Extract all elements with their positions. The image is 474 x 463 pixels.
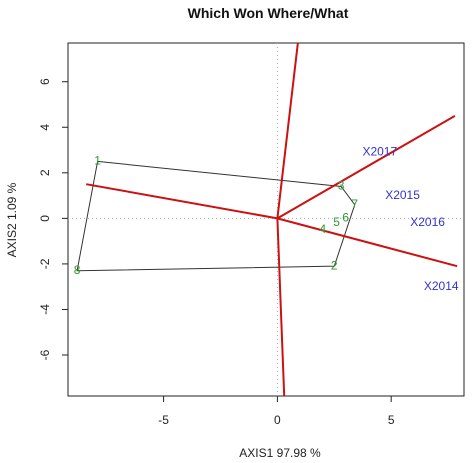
x-tick-label: -5 <box>158 413 169 427</box>
y-tick-label: 4 <box>38 124 52 131</box>
polygon-layer <box>76 160 356 272</box>
genotype-label: 8 <box>74 263 81 277</box>
ray-layer <box>86 42 458 397</box>
sector-ray <box>276 42 299 219</box>
y-tick-label: -4 <box>38 304 52 315</box>
environment-label: X2015 <box>385 188 420 202</box>
points-layer: 1 2 3 4 5 67 8 X2017 X2015 X2016 X2014 <box>74 144 459 292</box>
genotype-label: 1 <box>94 154 101 168</box>
genotype-label: 3 <box>338 179 345 193</box>
convex-hull-polygon <box>76 160 356 272</box>
sector-ray <box>276 115 456 220</box>
x-axis-label: AXIS1 97.98 % <box>239 446 321 460</box>
x-tick-label: 0 <box>274 413 281 427</box>
environment-label: X2017 <box>362 144 397 158</box>
y-axis-label: AXIS2 1.09 % <box>5 182 19 257</box>
genotype-label: 4 <box>320 222 327 236</box>
y-tick-label: 0 <box>38 215 52 222</box>
genotype-label: 7 <box>351 197 358 211</box>
y-tick-label: 6 <box>38 78 52 85</box>
environment-label: X2016 <box>410 215 445 229</box>
genotype-label: 5 <box>333 215 340 229</box>
sector-ray <box>86 183 278 220</box>
sector-ray <box>276 218 286 397</box>
genotype-label: 6 <box>342 211 349 225</box>
plot-frame <box>67 42 465 397</box>
environment-label: X2014 <box>424 279 459 293</box>
y-tick-label: 2 <box>38 169 52 176</box>
x-tick-label: 5 <box>388 413 395 427</box>
genotype-label: 2 <box>331 258 338 272</box>
chart-title: Which Won Where/What <box>188 5 349 21</box>
sector-ray <box>277 217 458 268</box>
reference-lines <box>68 43 464 396</box>
y-tick-label: -2 <box>38 258 52 269</box>
y-tick-label: -6 <box>38 349 52 360</box>
